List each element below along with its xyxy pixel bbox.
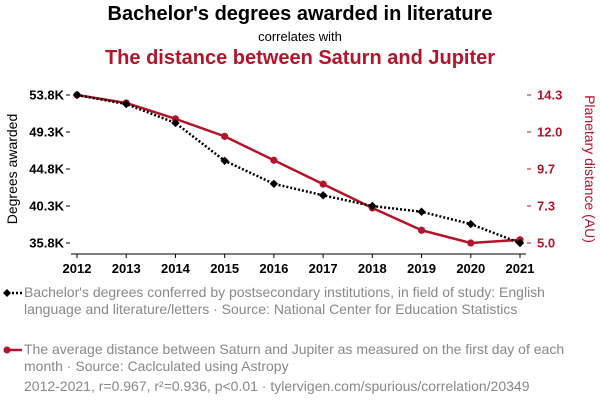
y-left-tick-label: 53.8K [29,88,64,103]
y-right-tick-label: 12.0 [537,125,562,140]
data-point-degrees [515,238,525,248]
data-point-degrees [269,179,279,188]
data-point-degrees [417,207,426,216]
x-tick-label: 2021 [506,261,535,276]
legend-text-series1: Bachelor's degrees conferred by postseco… [24,284,545,317]
data-point-degrees [122,99,131,109]
chart-title-secondary: The distance between Saturn and Jupiter [104,47,496,69]
x-tick-label: 2019 [407,261,436,276]
data-point-distance [270,156,278,164]
data-point-degrees [171,118,180,128]
y-left-tick-label: 35.8K [29,236,64,251]
y-right-axis-label: Planetary distance (AU) [582,95,598,243]
series-line-degrees [76,93,521,245]
data-point-degrees [318,191,328,200]
data-point-degrees [466,219,475,229]
data-point-distance [417,226,426,234]
y-right-tick-label: 14.3 [537,88,562,103]
data-point-distance [319,180,327,188]
y-left-axis-label: Degrees awarded [4,114,20,225]
y-right-tick-label: 5.0 [537,236,555,251]
series-line-distance [76,93,521,245]
y-right-tick-label: 7.3 [537,199,555,214]
y-left-tick-label: 44.8K [29,162,64,177]
x-tick-label: 2013 [112,261,141,276]
legend-item-series1: Bachelor's degrees conferred by postseco… [2,284,598,334]
x-tick-label: 2015 [210,261,239,276]
data-point-degrees [368,201,377,211]
chart-title: Bachelor's degrees awarded in literature [107,3,493,25]
x-tick-label: 2012 [63,261,92,276]
x-tick-label: 2018 [358,261,387,276]
y-left-tick-label: 40.3K [29,199,64,214]
data-point-degrees [72,90,82,100]
legend-swatch-series2 [3,346,22,354]
legend-item-series2: The average distance between Saturn and … [2,341,598,375]
x-tick-label: 2017 [309,261,338,276]
data-point-degrees [220,156,229,165]
legend-text-series2: The average distance between Saturn and … [24,341,565,374]
data-point-distance [221,132,229,140]
chart-subtitle: correlates with [258,29,342,44]
y-right-tick-label: 9.7 [537,162,555,177]
x-tick-label: 2020 [456,261,485,276]
legend-swatch-series1 [3,289,22,297]
x-tick-label: 2016 [259,261,288,276]
y-left-tick-label: 49.3K [29,125,64,140]
chart-footer: 2012-2021, r=0.967, r²=0.936, p<0.01 · t… [24,378,530,394]
x-tick-label: 2014 [161,261,191,276]
data-point-distance [467,239,475,247]
